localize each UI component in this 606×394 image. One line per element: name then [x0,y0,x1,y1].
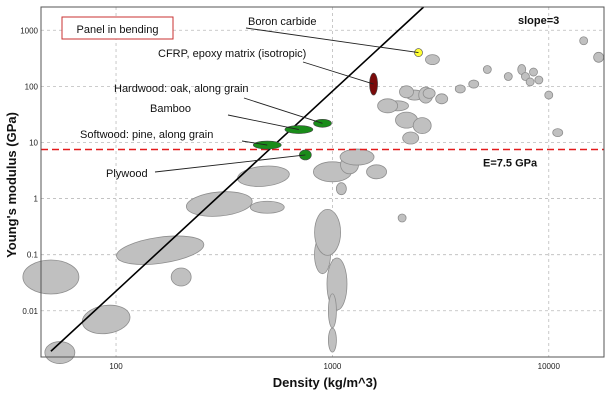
material-bubble [366,164,387,180]
material-bubble [397,213,407,223]
reference-line-label: E=7.5 GPa [483,157,538,169]
material-bubble [22,259,80,295]
y-tick-label: 100 [25,82,39,91]
material-bubble [525,77,535,87]
material-bubble [170,267,192,287]
material-bubble [552,128,564,138]
material-bubble [335,182,347,196]
annotation-leader [302,61,374,85]
material-bubble [402,131,420,145]
material-bubble [422,87,436,99]
annotation-leaders [154,27,419,173]
material-label: CFRP, epoxy matrix (isotropic) [158,48,306,60]
axis-ticks: 100 1000 10000 0.01 0.1 1 10 100 1000 [20,26,560,371]
material-label: Softwood: pine, along grain [80,129,213,141]
material-bubble [314,208,341,256]
y-axis-title: Young's modulus (GPa) [4,112,19,258]
panel-label-box: Panel in bending [61,16,174,40]
material-bubble [454,84,466,94]
y-tick-label: 1 [34,195,39,204]
x-tick-label: 10000 [538,362,561,371]
material-bubble [328,293,337,329]
annotation-leader [241,140,268,146]
material-label: Hardwood: oak, along grain [114,83,249,95]
material-bubble [435,93,449,105]
y-tick-label: 0.01 [22,307,38,316]
guide-lines: slope=3 E=7.5 GPa [41,6,604,352]
material-bubble [377,98,399,114]
x-tick-label: 1000 [324,362,342,371]
annotation-leader [245,27,419,54]
material-bubble [593,51,605,63]
material-bubble [529,67,538,77]
material-bubble [249,200,285,214]
material-bubble [503,72,513,81]
material-bubble [412,117,432,134]
annotation-leader [227,114,299,130]
material-bubble [399,85,414,99]
material-bubble [185,191,253,217]
material-bubble [482,65,492,74]
material-label: Plywood [106,168,148,180]
panel-label: Panel in bending [77,24,159,36]
x-tick-label: 100 [109,362,123,371]
material-bubble [534,75,544,85]
material-bubble [339,148,375,166]
annotation-leader [243,97,323,124]
x-axis-title: Density (kg/m^3) [273,375,377,390]
annotation-labels: Boron carbide CFRP, epoxy matrix (isotrop… [80,16,317,180]
y-tick-label: 0.1 [27,251,39,260]
y-tick-label: 10 [29,138,38,147]
material-bubble [237,165,290,187]
material-label: Bamboo [150,103,191,115]
material-label: Boron carbide [248,16,317,28]
annotation-leader [154,154,306,173]
material-bubble [544,90,554,100]
material-bubble [579,36,589,46]
slope-label: slope=3 [518,15,559,27]
plot-frame [40,6,605,358]
material-bubble [468,79,480,89]
material-bubble [328,327,337,353]
slope-guide-line [50,6,425,352]
background-materials [22,36,605,364]
y-tick-label: 1000 [20,26,38,35]
material-bubble [44,341,76,364]
gridlines [41,7,604,357]
material-bubble [425,54,440,66]
material-bubble [81,304,131,335]
